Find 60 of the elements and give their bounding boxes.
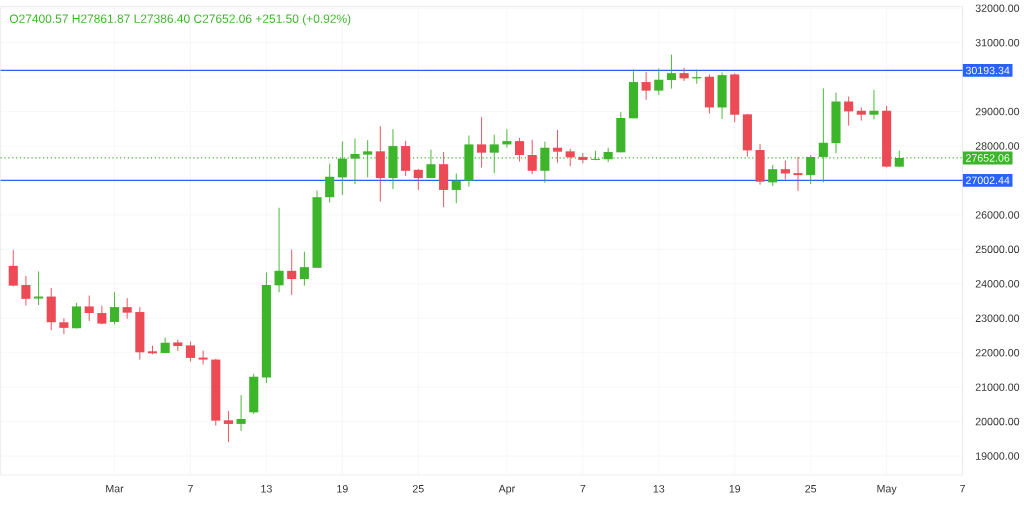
candlestick: [780, 160, 790, 181]
candlestick: [666, 54, 676, 90]
x-tick-label: 19: [337, 485, 348, 493]
x-tick-label: 25: [805, 485, 817, 493]
candlestick: [679, 67, 689, 82]
candlestick: [768, 164, 778, 187]
candlestick: [236, 394, 246, 432]
candlestick: [122, 297, 132, 320]
candlestick: [71, 302, 82, 330]
y-tick-label: 22000.00: [975, 348, 1020, 357]
candlestick: [641, 71, 651, 101]
x-tick-label: 7: [188, 485, 193, 493]
candlestick: [8, 249, 18, 287]
x-tick-label: 7: [960, 485, 965, 493]
candlestick: [325, 163, 335, 203]
candlestick: [287, 249, 297, 296]
candlestick: [198, 350, 208, 366]
x-tick-label: Mar: [106, 485, 124, 493]
candlestick: [413, 168, 423, 191]
x-tick-label: 7: [580, 485, 586, 493]
ref-line-label: 30193.34: [965, 66, 1010, 75]
ref-line-label: 27652.06: [966, 154, 1010, 162]
candlestick: [59, 317, 69, 335]
x-tick-label: 25: [412, 485, 424, 493]
y-tick-label: 23000.00: [975, 314, 1020, 323]
candlestick: [552, 129, 563, 164]
x-tick-label: May: [877, 485, 897, 495]
x-tick-label: 19: [729, 485, 741, 493]
candlestick: [654, 68, 664, 96]
y-tick-label: 24000.00: [975, 280, 1020, 288]
candlestick: [793, 156, 803, 192]
ref-line-label: 27002.44: [966, 176, 1010, 185]
candlestick: [223, 410, 233, 443]
candlestick: [185, 341, 196, 363]
candlestick: [869, 89, 879, 120]
candlestick: [515, 137, 525, 163]
x-tick-label: 13: [653, 485, 665, 493]
candlestick: [844, 96, 854, 127]
candlestick: [350, 138, 360, 185]
y-tick-label: 32000.00: [975, 4, 1020, 12]
candlestick: [274, 207, 284, 293]
candlestick: [527, 139, 537, 175]
candlestick: [109, 291, 120, 326]
candlestick: [299, 251, 309, 287]
candlestick: [21, 275, 31, 306]
annotation: O27400.57 H27861.87 L27386.40 C27652.06 +251.50 (+0.92%): [9, 14, 351, 26]
y-tick-label: 29000.00: [975, 107, 1020, 116]
x-tick-label: 13: [261, 485, 272, 493]
candlestick: [502, 128, 512, 149]
y-tick-label: 25000.00: [975, 245, 1020, 254]
x-tick-label: Apr: [498, 485, 515, 495]
y-tick-label: 20000.00: [975, 417, 1020, 426]
y-tick-label: 19000.00: [976, 452, 1020, 460]
y-tick-label: 28000.00: [975, 142, 1020, 150]
y-tick-label: 26000.00: [975, 211, 1020, 219]
candlestick: [477, 116, 487, 169]
y-tick-label: 31000.00: [975, 38, 1020, 47]
candlestick: [84, 295, 94, 322]
y-tick-label: 21000.00: [975, 383, 1020, 391]
candlestick: [451, 173, 461, 204]
